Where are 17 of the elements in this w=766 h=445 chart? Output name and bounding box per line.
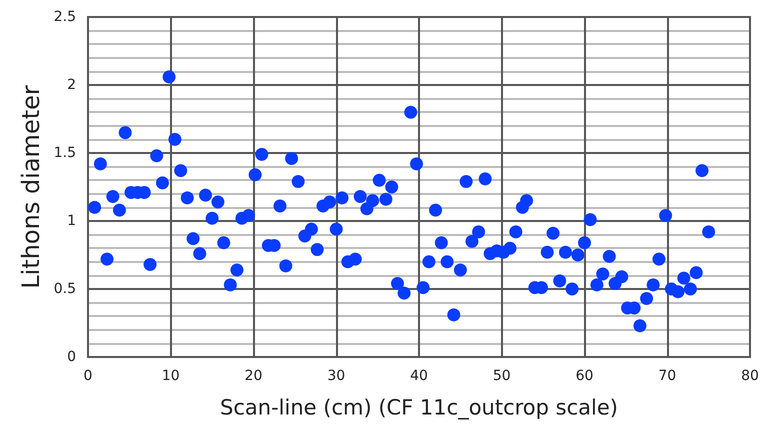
x-tick-label: 30 (327, 368, 346, 384)
x-tick-label: 70 (658, 368, 676, 384)
y-tick-label: 0 (67, 349, 76, 365)
x-tick-label: 50 (492, 368, 511, 384)
y-tick-label: 1 (67, 213, 76, 229)
x-tick-label: 10 (162, 368, 180, 384)
x-tick-label: 60 (576, 368, 594, 384)
x-tick-label: 40 (410, 368, 428, 384)
x-tick-label: 80 (741, 368, 759, 384)
y-tick-label: 2 (67, 77, 76, 93)
y-tick-label: 0.5 (54, 281, 76, 297)
y-tick-label: 2.5 (54, 9, 76, 25)
x-tick-label: 0 (84, 368, 92, 384)
x-tick-label: 20 (244, 368, 262, 384)
y-tick-label: 1.5 (54, 145, 76, 161)
x-axis-title: Scan-line (cm) (CF 11c_outcrop scale) (220, 396, 618, 420)
y-axis-title: Lithons diameter (16, 85, 45, 289)
